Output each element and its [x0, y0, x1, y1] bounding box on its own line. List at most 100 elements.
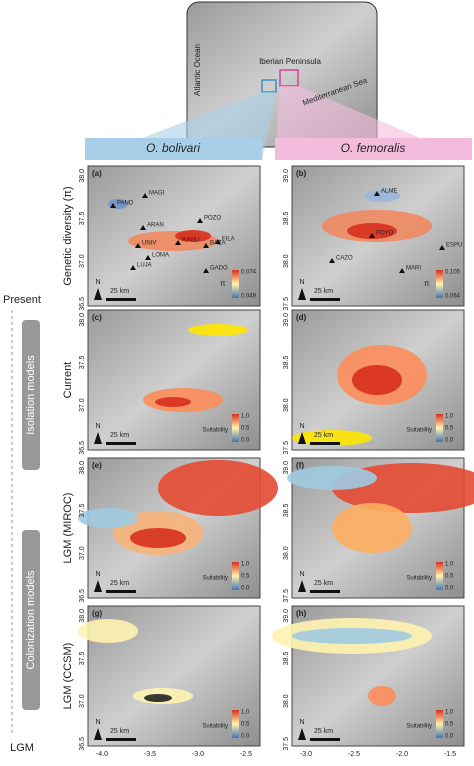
column-header [275, 138, 472, 160]
x-tick-label: -2.5 [348, 751, 360, 758]
y-tick-label: 37.5 [79, 212, 86, 226]
range-area [368, 686, 396, 706]
legend-tick: 1.0 [445, 414, 454, 420]
scale-label: 25 km [110, 288, 129, 295]
legend-max: 0.074 [241, 270, 257, 276]
north-arrow [94, 728, 102, 740]
legend-tick: 0.0 [445, 438, 454, 444]
y-tick-label: 38.0 [283, 546, 290, 560]
site-marker [135, 243, 141, 248]
y-tick-label: 37.0 [79, 694, 86, 708]
range-area [158, 460, 278, 516]
y-tick-label: 38.0 [79, 169, 86, 183]
scale-label: 25 km [110, 432, 129, 439]
north-label: N [299, 719, 304, 726]
legend-title: Suitability [202, 428, 228, 434]
legend-tick: 0.0 [241, 734, 250, 740]
site-marker [130, 265, 136, 270]
legend-bar [436, 562, 443, 590]
panel-tag: (c) [92, 313, 102, 322]
legend-title: π [220, 279, 226, 288]
scale-bar [106, 442, 136, 445]
y-tick-label: 38.0 [79, 609, 86, 623]
scale-bar [310, 738, 340, 741]
group-label: Colonization models [25, 570, 37, 670]
y-tick-label: 36.5 [79, 737, 86, 751]
y-tick-label: 39.0 [283, 461, 290, 475]
y-tick-label: 37.5 [283, 589, 290, 603]
legend-bar [232, 414, 239, 442]
north-label: N [95, 719, 100, 726]
y-tick-label: 38.5 [283, 504, 290, 518]
x-tick-label: -1.5 [444, 751, 456, 758]
legend-tick: 1.0 [241, 710, 250, 716]
scale-bar [106, 590, 136, 593]
y-tick-label: 38.0 [283, 398, 290, 412]
row-label: LGM (MIROC) [62, 493, 74, 564]
site-label: FILA [222, 237, 235, 243]
y-tick-label: 38.5 [283, 652, 290, 666]
scale-label: 25 km [110, 580, 129, 587]
legend-tick: 1.0 [241, 414, 250, 420]
site-marker [140, 225, 146, 230]
time-label: Present [3, 294, 41, 306]
scale-label: 25 km [110, 728, 129, 735]
north-label: N [95, 279, 100, 286]
legend-tick: 0.5 [241, 722, 250, 728]
legend-tick: 0.5 [445, 574, 454, 580]
legend-bar [436, 710, 443, 738]
time-label: LGM [10, 742, 34, 754]
inset-label: Atlantic Ocean [193, 44, 202, 96]
legend-tick: 0.0 [241, 438, 250, 444]
y-tick-label: 37.0 [79, 546, 86, 560]
site-marker [203, 243, 209, 248]
scale-label: 25 km [314, 432, 333, 439]
y-tick-label: 38.0 [79, 461, 86, 475]
site-marker [399, 268, 405, 273]
scale-label: 25 km [314, 728, 333, 735]
range-area [130, 528, 186, 548]
y-tick-label: 39.0 [283, 313, 290, 327]
site-marker [374, 191, 380, 196]
north-label: N [299, 571, 304, 578]
panel-tag: (g) [92, 609, 103, 618]
y-tick-label: 37.0 [79, 254, 86, 268]
y-tick-label: 37.5 [79, 652, 86, 666]
site-marker [110, 203, 116, 208]
row-label: Genetic diversity (π) [62, 186, 74, 285]
y-tick-label: 37.5 [283, 297, 290, 311]
site-label: POYO [376, 231, 394, 237]
site-label: GADO [210, 266, 228, 272]
legend-title: Suitability [406, 428, 432, 434]
x-tick-label: -3.0 [192, 751, 204, 758]
range-area [347, 223, 397, 239]
legend-title: Suitability [202, 724, 228, 730]
range-area [175, 230, 211, 242]
y-tick-label: 37.5 [79, 504, 86, 518]
legend-tick: 0.5 [241, 574, 250, 580]
north-label: N [95, 423, 100, 430]
group-box [22, 320, 40, 470]
legend-tick: 0.0 [445, 734, 454, 740]
north-label: N [299, 423, 304, 430]
north-arrow [94, 288, 102, 300]
legend-bar [436, 414, 443, 442]
legend-tick: 0.5 [445, 722, 454, 728]
y-tick-label: 38.5 [283, 356, 290, 370]
column-header [85, 138, 262, 160]
legend-min: 0.064 [445, 294, 461, 300]
row-label: LGM (CCSM) [62, 643, 74, 710]
x-tick-label: -2.0 [396, 751, 408, 758]
y-tick-label: 39.0 [283, 609, 290, 623]
x-tick-label: -3.0 [300, 751, 312, 758]
column-title: O. bolivari [146, 141, 200, 155]
legend-min: 0.049 [241, 294, 257, 300]
panel-tag: (a) [92, 169, 102, 178]
range-area [287, 466, 377, 490]
legend-tick: 1.0 [241, 562, 250, 568]
site-marker [145, 255, 151, 260]
y-tick-label: 38.0 [283, 254, 290, 268]
north-label: N [95, 571, 100, 578]
site-label: CAZO [336, 256, 353, 262]
x-tick-label: -4.0 [96, 751, 108, 758]
